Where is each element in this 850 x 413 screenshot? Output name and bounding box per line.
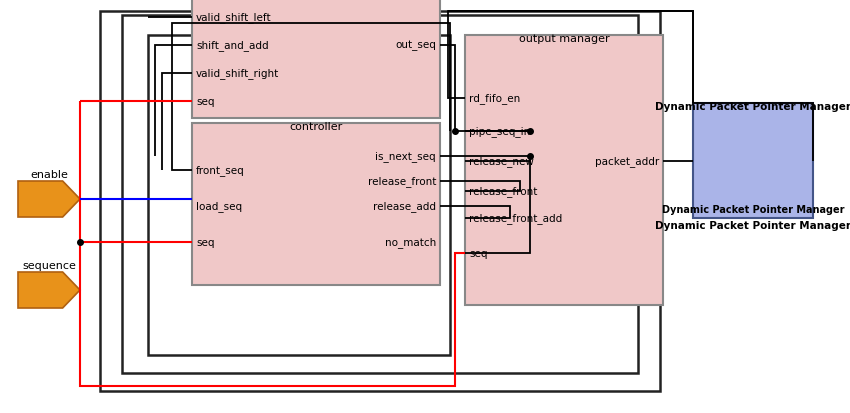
Text: is_next_seq: is_next_seq — [376, 151, 436, 162]
Bar — [465, 36, 663, 305]
Bar — [100, 12, 660, 391]
Polygon shape — [18, 272, 80, 308]
Bar — [693, 104, 813, 218]
Bar — [148, 36, 450, 355]
Text: front_seq: front_seq — [196, 165, 245, 176]
Text: Dynamic Packet Pointer Manager: Dynamic Packet Pointer Manager — [662, 204, 844, 214]
Text: packet_addr: packet_addr — [595, 156, 659, 167]
Text: release_new: release_new — [469, 156, 534, 167]
Text: sequence: sequence — [22, 260, 76, 271]
Text: rd_fifo_en: rd_fifo_en — [469, 93, 520, 104]
Text: release_front: release_front — [469, 186, 537, 197]
Bar — [192, 0, 440, 119]
Text: pipe_seq_in: pipe_seq_in — [469, 126, 530, 137]
Text: controller: controller — [289, 122, 343, 132]
Bar — [122, 16, 638, 373]
Text: Dynamic Packet Pointer Manager: Dynamic Packet Pointer Manager — [655, 221, 850, 230]
Text: release_front: release_front — [367, 176, 436, 187]
Text: shift_and_add: shift_and_add — [196, 40, 269, 51]
Text: release_front_add: release_front_add — [469, 213, 562, 224]
Bar — [192, 124, 440, 285]
Text: load_seq: load_seq — [196, 201, 242, 212]
Text: release_add: release_add — [373, 201, 436, 212]
Text: seq: seq — [469, 248, 488, 259]
Text: no_match: no_match — [385, 237, 436, 248]
Text: output manager: output manager — [518, 34, 609, 44]
Polygon shape — [18, 182, 80, 218]
Text: seq: seq — [196, 97, 214, 107]
Text: out_seq: out_seq — [395, 41, 436, 51]
Text: seq: seq — [196, 237, 214, 247]
Text: enable: enable — [30, 170, 68, 180]
Text: valid_shift_right: valid_shift_right — [196, 69, 280, 79]
Text: valid_shift_left: valid_shift_left — [196, 12, 272, 24]
Text: Dynamic Packet Pointer Manager: Dynamic Packet Pointer Manager — [655, 102, 850, 112]
